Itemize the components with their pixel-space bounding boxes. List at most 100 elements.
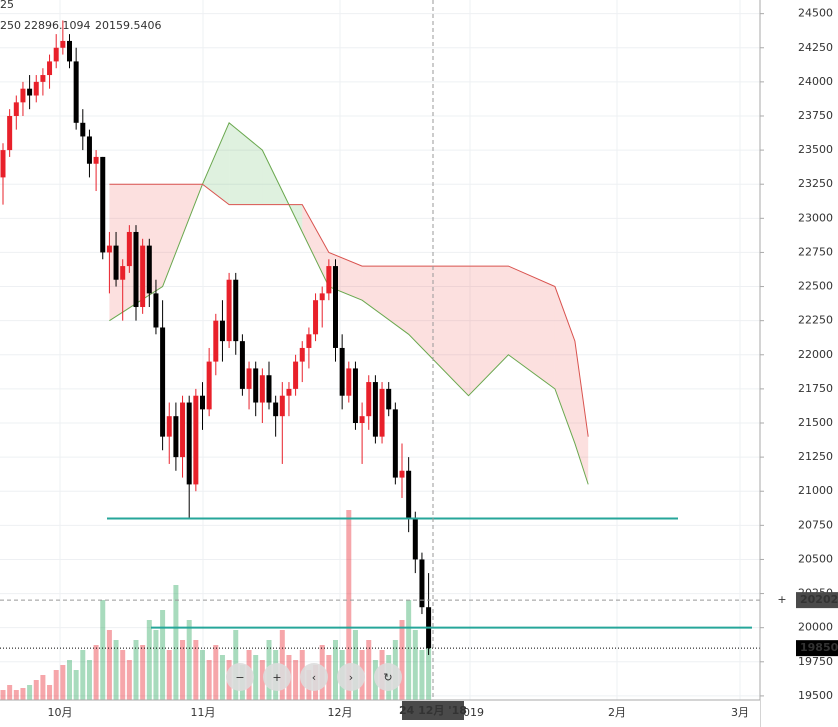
volume-bar — [173, 585, 179, 700]
control-button[interactable] — [263, 663, 291, 691]
volume-bar — [206, 660, 212, 700]
candle-body — [0, 150, 6, 178]
volume-bar — [67, 660, 72, 700]
control-icon[interactable]: − — [235, 671, 244, 684]
volume-bar — [160, 610, 166, 700]
control-button[interactable] — [337, 663, 365, 691]
candle-body — [100, 156, 106, 253]
candle-body — [20, 88, 26, 103]
time-axis — [0, 700, 760, 727]
volume-bar — [259, 660, 265, 700]
control-icon[interactable]: › — [349, 671, 353, 684]
time-label-bg — [402, 701, 464, 720]
volume-bar — [106, 630, 112, 700]
volume-bar — [140, 645, 146, 700]
control-button[interactable] — [374, 663, 402, 691]
cloud-segment — [554, 286, 575, 444]
volume-bar — [412, 630, 418, 700]
candle-body — [366, 382, 372, 417]
control-icon[interactable]: ‹ — [312, 671, 316, 684]
volume-bar — [126, 660, 132, 700]
candle-body — [73, 61, 79, 123]
volume-bar — [193, 640, 199, 700]
candle-body — [93, 156, 99, 164]
cloud-segment — [229, 122, 263, 205]
candle-body — [86, 136, 92, 164]
y-tick-label: 21500 — [798, 416, 833, 429]
candle-body — [352, 368, 358, 424]
volume-bar — [333, 640, 338, 700]
candle-body — [359, 416, 365, 424]
y-tick-label: 22500 — [798, 280, 833, 293]
candle-body — [319, 293, 325, 301]
legend-value: 250 — [0, 19, 21, 32]
volume-bar — [166, 650, 172, 700]
cloud-segment — [202, 122, 230, 205]
volume-bar — [366, 640, 372, 700]
candle-body — [213, 320, 219, 362]
candle-body — [239, 341, 245, 389]
candle-body — [326, 266, 332, 294]
candle-body — [253, 368, 259, 403]
control-icon[interactable]: + — [272, 671, 281, 684]
candle-body — [140, 245, 146, 308]
volume-bar — [180, 640, 186, 700]
candle-body — [186, 402, 192, 485]
y-tick-label: 20000 — [798, 621, 833, 634]
candle-body — [160, 327, 166, 437]
candle-body — [273, 402, 279, 417]
candle-body — [406, 470, 412, 519]
cloud-segment — [408, 266, 469, 396]
y-tick-label: 19750 — [798, 655, 833, 668]
cloud-span-a — [109, 121, 589, 485]
cloud-segment — [508, 266, 555, 389]
volume-bar — [186, 620, 192, 700]
volume-bar — [219, 655, 225, 700]
candle-body — [266, 375, 272, 403]
control-button[interactable] — [226, 663, 254, 691]
candle-body — [313, 300, 319, 335]
cloud-segment — [468, 266, 509, 396]
y-tick-label: 24500 — [798, 7, 833, 20]
candle-body — [13, 102, 19, 116]
y-tick-label: 24000 — [798, 75, 833, 88]
y-tick-label: 20500 — [798, 552, 833, 565]
candle-body — [412, 518, 418, 560]
volume-bar — [7, 685, 13, 700]
volume-bar — [27, 685, 33, 700]
candle-body — [120, 266, 126, 280]
candle-body — [166, 416, 172, 437]
y-tick-label: 21000 — [798, 484, 833, 497]
cloud-segment — [574, 341, 589, 485]
candle-body — [226, 279, 232, 342]
volume-bar — [213, 645, 219, 700]
plus-icon: + — [777, 593, 786, 606]
volume-bar — [0, 690, 6, 700]
volume-bar — [93, 645, 99, 700]
candle-body — [53, 47, 59, 62]
candle-body — [372, 382, 378, 437]
candle-body — [419, 559, 425, 608]
control-button[interactable] — [300, 663, 328, 691]
volume-bar — [60, 665, 66, 700]
last-price: 19850 — [800, 641, 838, 654]
volume-bar — [326, 655, 332, 700]
volume-bar — [53, 670, 59, 700]
control-icon[interactable]: ↻ — [383, 671, 392, 684]
x-tick-label: 10月 — [48, 706, 73, 719]
cloud-span-b — [109, 183, 589, 437]
volume-bar — [253, 655, 259, 700]
volume-bar — [200, 650, 205, 700]
crosshair-price-bg — [796, 592, 838, 609]
candle-body — [279, 395, 285, 417]
candle-body — [27, 88, 33, 96]
volume-bar — [80, 650, 86, 700]
candle-body — [286, 388, 292, 396]
volume-bar — [100, 600, 106, 700]
candle-body — [233, 279, 239, 342]
legend-value: 20159.5406 — [95, 19, 161, 32]
candle-body — [346, 368, 352, 396]
candle-body — [173, 416, 179, 458]
candle-body — [7, 115, 13, 151]
